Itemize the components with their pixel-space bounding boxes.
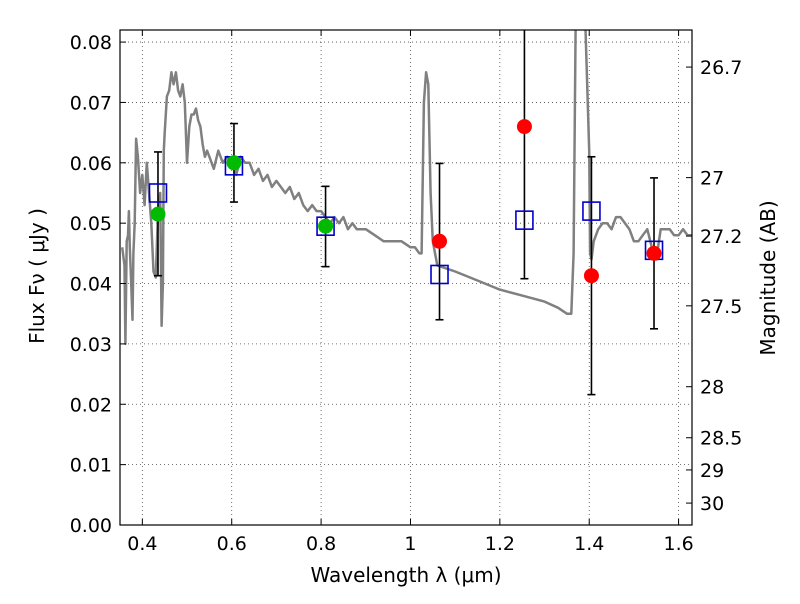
y2-tick-label: 29 [700, 460, 724, 482]
x-tick-label: 1.2 [485, 533, 515, 555]
y-tick-label: 0.06 [70, 153, 112, 175]
y-tick-label: 0.00 [70, 515, 112, 537]
model-spectrum-line [120, 30, 692, 346]
plot-frame [119, 29, 693, 526]
model-flux-square [515, 210, 534, 230]
x-tick-label: 0.8 [306, 533, 336, 555]
observed-flux-point [583, 268, 599, 284]
y2-tick-label: 27 [700, 168, 724, 190]
x-tick-label: 1.4 [574, 533, 604, 555]
y2-tick-label: 30 [700, 493, 724, 515]
model-flux-square [430, 264, 449, 285]
observed-flux-point [318, 218, 334, 234]
y-tick-label: 0.02 [70, 394, 112, 416]
y-tick-label: 0.01 [70, 455, 112, 477]
observed-flux-point [432, 233, 448, 249]
observed-flux-point [646, 245, 662, 261]
y2-tick-label: 26.7 [700, 57, 742, 79]
observed-flux-point [226, 155, 242, 171]
observed-flux-point [150, 206, 166, 222]
y2-tick-label: 28.5 [700, 428, 742, 450]
y-tick-label: 0.04 [70, 274, 112, 296]
model-flux-square [148, 183, 168, 203]
y-axis-label: Flux Fν ( μJy ) [25, 208, 49, 344]
grid [120, 30, 692, 526]
y-tick-label: 0.05 [70, 213, 112, 235]
x-tick-label: 1 [404, 533, 416, 555]
y2-axis-label: Magnitude (AB) [756, 200, 780, 355]
plot-area [120, 30, 692, 396]
observed-flux-point [516, 119, 532, 135]
y-tick-label: 0.03 [70, 334, 112, 356]
model-flux-square [582, 201, 601, 221]
y-tick-label: 0.08 [70, 32, 112, 54]
y2-tick-label: 27.5 [700, 296, 742, 318]
x-tick-label: 0.4 [127, 533, 157, 555]
x-axis-label: Wavelength λ (μm) [310, 563, 501, 587]
axes: 0.4 0.6 0.8 1 1.2 1.4 1.6 0.00 0.01 0.02 0.03 0.04 0… [70, 29, 742, 555]
x-tick-label: 0.6 [217, 533, 247, 555]
y2-tick-label: 28 [700, 377, 724, 399]
model-flux-square [316, 216, 335, 236]
y2-tick-label: 27.2 [700, 226, 742, 248]
y-tick-label: 0.07 [70, 92, 112, 114]
x-tick-label: 1.6 [663, 533, 693, 555]
